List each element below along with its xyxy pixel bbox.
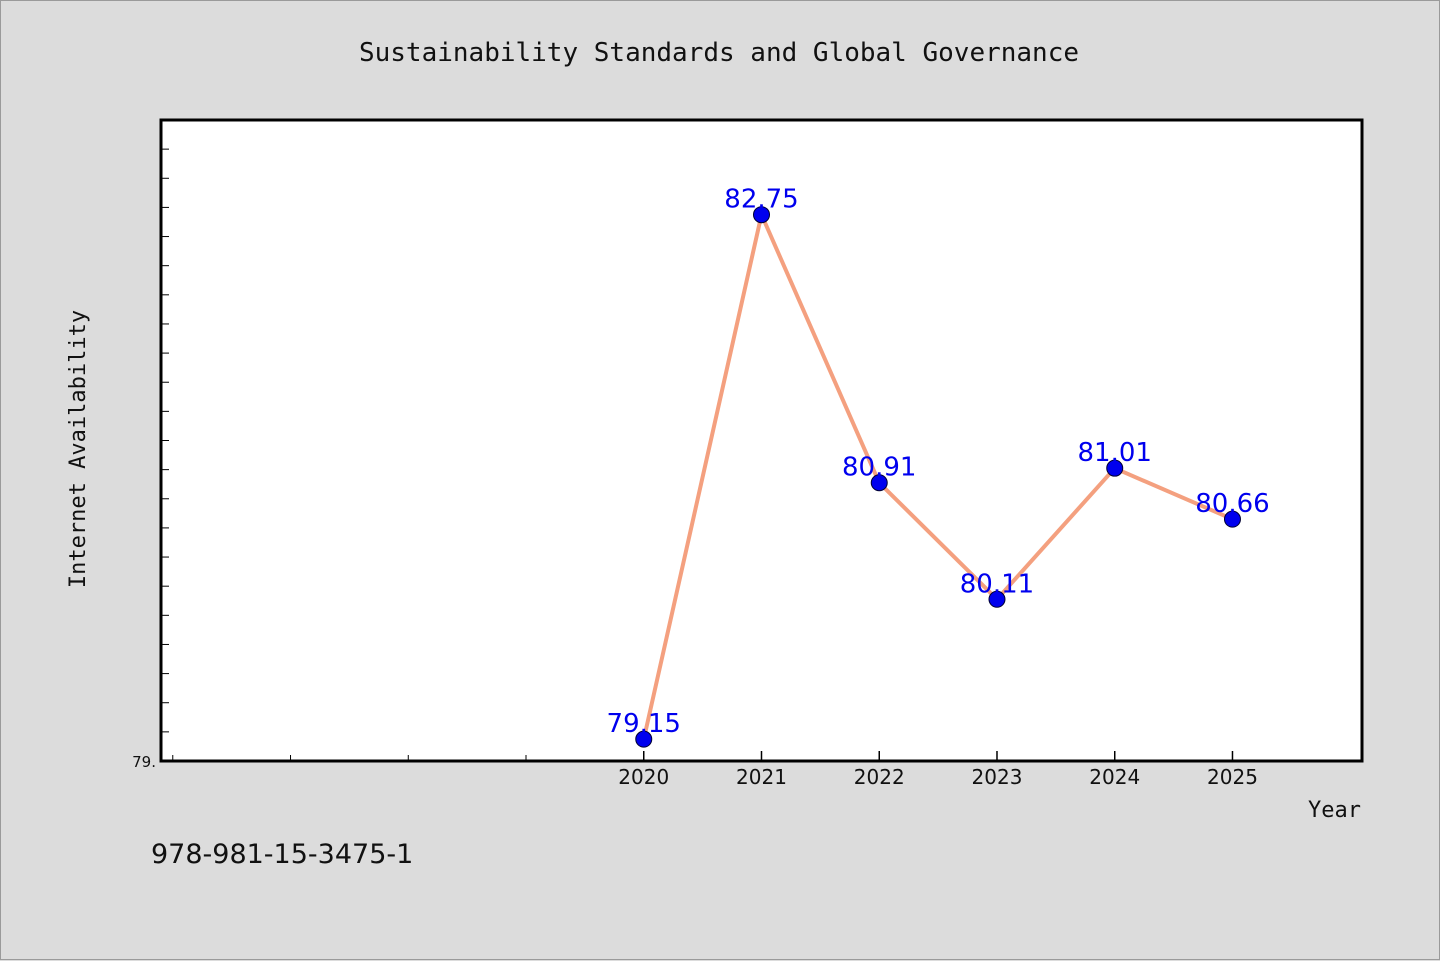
y-tick-label: 79.	[132, 753, 156, 771]
series-data-labels: 79.15 82.75 80.91 80.11 81.01 80.66	[607, 185, 1270, 739]
x-tick-label: 2023	[972, 765, 1023, 789]
x-tick-label: 2024	[1089, 765, 1140, 789]
x-tick-label: 2020	[618, 765, 669, 789]
series-markers	[635, 206, 1241, 748]
data-label: 81.01	[1078, 438, 1152, 468]
data-point	[870, 474, 888, 492]
isbn-footer: 978-981-15-3475-1	[151, 839, 413, 870]
chart-title: Sustainability Standards and Global Gove…	[359, 38, 1079, 68]
data-label: 80.66	[1195, 489, 1269, 519]
data-label: 80.91	[842, 453, 916, 483]
data-point	[753, 206, 770, 224]
x-tick-label: 2022	[854, 765, 905, 789]
x-axis-label: Year	[1308, 798, 1361, 823]
data-point	[1223, 510, 1241, 528]
y-axis-minor-ticks	[161, 148, 169, 733]
series-line	[641, 212, 1234, 740]
x-axis-tick-labels: 2020 2021 2022 2023 2024 2025	[618, 765, 1258, 789]
x-axis-major-ticks	[643, 751, 1234, 761]
data-point	[635, 730, 653, 748]
x-tick-label: 2021	[736, 765, 787, 789]
y-axis-label: Internet Availability	[66, 310, 91, 588]
plot-area	[159, 118, 1364, 763]
data-point	[1106, 459, 1124, 477]
data-label: 80.11	[960, 569, 1034, 599]
x-axis-minor-ticks	[172, 755, 527, 761]
data-label: 82.75	[724, 185, 798, 215]
data-label: 79.15	[607, 709, 681, 739]
data-point	[988, 590, 1006, 608]
x-tick-label: 2025	[1207, 765, 1258, 789]
